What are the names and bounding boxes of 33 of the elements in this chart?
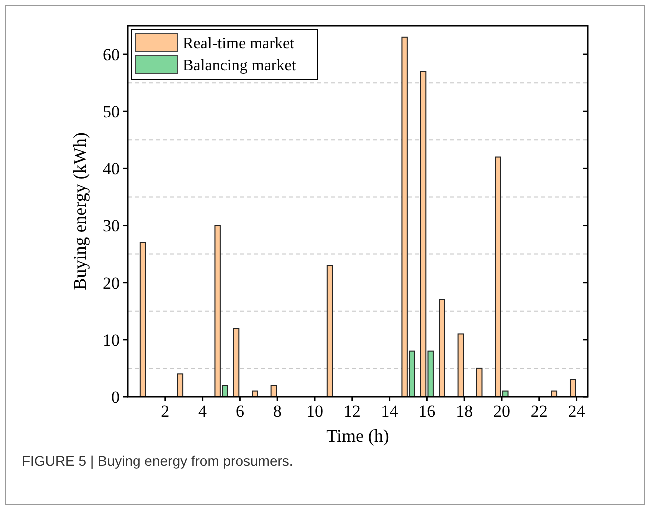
x-tick-label: 2 (161, 402, 170, 421)
x-axis-title: Time (h) (326, 426, 390, 446)
y-tick-label: 10 (103, 330, 120, 350)
y-tick-label: 40 (103, 160, 120, 179)
y-axis-title: Buying energy (kWh) (70, 132, 90, 290)
bar (458, 334, 464, 398)
legend-label: Balancing market (183, 58, 297, 75)
bar (476, 368, 483, 398)
x-tick-label: 22 (530, 402, 548, 421)
x-tick-label: 20 (493, 402, 510, 421)
bar (177, 374, 184, 398)
x-tick-label: 4 (198, 402, 208, 421)
y-tick-label: 30 (103, 216, 120, 236)
y-tick-label: 20 (103, 274, 120, 293)
x-tick-label: 12 (344, 402, 361, 421)
y-tick-label: 60 (103, 45, 120, 64)
x-tick-label: 16 (418, 402, 436, 421)
bar (270, 385, 278, 398)
x-tick-label: 18 (456, 402, 474, 421)
bar (570, 379, 576, 398)
x-tick-label: 14 (381, 402, 399, 421)
bar (326, 265, 334, 398)
x-tick-label: 8 (273, 402, 282, 421)
x-tick-label: 24 (568, 402, 586, 421)
x-tick-label: 6 (236, 402, 244, 421)
x-tick-label: 10 (306, 402, 324, 421)
y-tick-label: 0 (112, 388, 120, 407)
y-tick-label: 50 (103, 102, 120, 122)
bar (439, 299, 446, 398)
legend-label: Real-time market (183, 36, 296, 53)
bar (233, 328, 240, 398)
bar (140, 242, 146, 398)
caption: FIGURE 5 | Buying energy from prosumers. (22, 453, 294, 469)
